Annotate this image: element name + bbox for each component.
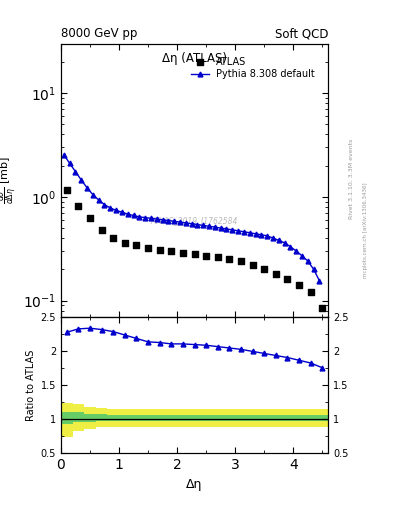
ATLAS: [156, 245, 163, 253]
ATLAS: [87, 214, 93, 222]
Text: ATLAS_2019_I1762584: ATLAS_2019_I1762584: [151, 217, 238, 225]
Text: Rivet 3.1.10, 3.3M events: Rivet 3.1.10, 3.3M events: [349, 139, 354, 219]
Text: mcplots.cern.ch [arXiv:1306.3436]: mcplots.cern.ch [arXiv:1306.3436]: [363, 183, 368, 278]
ATLAS: [110, 234, 116, 242]
Pythia 8.308 default: [317, 278, 322, 284]
ATLAS: [250, 261, 256, 269]
Pythia 8.308 default: [253, 231, 258, 237]
Legend: ATLAS, Pythia 8.308 default: ATLAS, Pythia 8.308 default: [188, 54, 318, 82]
Line: Pythia 8.308 default: Pythia 8.308 default: [61, 152, 322, 283]
Pythia 8.308 default: [61, 152, 66, 158]
ATLAS: [285, 275, 291, 284]
Pythia 8.308 default: [73, 168, 78, 175]
Pythia 8.308 default: [178, 219, 182, 225]
ATLAS: [296, 281, 302, 289]
Pythia 8.308 default: [154, 216, 159, 222]
Pythia 8.308 default: [230, 227, 235, 233]
Pythia 8.308 default: [172, 218, 176, 224]
Pythia 8.308 default: [271, 235, 275, 241]
Pythia 8.308 default: [85, 185, 90, 191]
ATLAS: [98, 226, 105, 234]
Pythia 8.308 default: [236, 228, 241, 234]
Pythia 8.308 default: [96, 197, 101, 203]
Pythia 8.308 default: [219, 225, 223, 231]
ATLAS: [145, 244, 151, 252]
Pythia 8.308 default: [189, 221, 194, 227]
ATLAS: [226, 255, 233, 263]
ATLAS: [191, 250, 198, 258]
ATLAS: [168, 247, 174, 255]
ATLAS: [238, 257, 244, 265]
Pythia 8.308 default: [213, 224, 217, 230]
Pythia 8.308 default: [265, 233, 270, 239]
Pythia 8.308 default: [90, 191, 95, 198]
ATLAS: [261, 265, 267, 273]
Pythia 8.308 default: [247, 230, 252, 236]
Pythia 8.308 default: [242, 229, 246, 235]
Pythia 8.308 default: [288, 244, 293, 250]
Pythia 8.308 default: [201, 222, 206, 228]
Pythia 8.308 default: [282, 240, 287, 246]
Pythia 8.308 default: [160, 217, 165, 223]
Pythia 8.308 default: [299, 253, 304, 259]
Pythia 8.308 default: [108, 205, 113, 211]
ATLAS: [215, 253, 221, 262]
Y-axis label: $\frac{d\sigma}{d\Delta\eta}$ [mb]: $\frac{d\sigma}{d\Delta\eta}$ [mb]: [0, 156, 20, 204]
Pythia 8.308 default: [276, 237, 281, 243]
Pythia 8.308 default: [294, 248, 299, 254]
Pythia 8.308 default: [114, 207, 118, 214]
ATLAS: [75, 202, 81, 210]
ATLAS: [273, 270, 279, 278]
Pythia 8.308 default: [125, 211, 130, 217]
Pythia 8.308 default: [305, 258, 310, 264]
ATLAS: [64, 186, 70, 195]
Pythia 8.308 default: [195, 222, 200, 228]
Pythia 8.308 default: [224, 226, 229, 232]
Text: Soft QCD: Soft QCD: [275, 28, 328, 40]
Text: Δη (ATLAS): Δη (ATLAS): [162, 52, 227, 65]
Pythia 8.308 default: [131, 212, 136, 219]
Text: 8000 GeV pp: 8000 GeV pp: [61, 28, 137, 40]
Pythia 8.308 default: [102, 202, 107, 208]
Pythia 8.308 default: [79, 177, 84, 183]
X-axis label: Δη: Δη: [186, 478, 203, 490]
Pythia 8.308 default: [119, 209, 124, 215]
Y-axis label: Ratio to ATLAS: Ratio to ATLAS: [26, 349, 37, 420]
Pythia 8.308 default: [137, 214, 142, 220]
Pythia 8.308 default: [149, 215, 153, 221]
ATLAS: [203, 252, 209, 260]
Pythia 8.308 default: [143, 215, 147, 221]
Pythia 8.308 default: [311, 266, 316, 272]
ATLAS: [133, 241, 140, 249]
ATLAS: [122, 239, 128, 247]
ATLAS: [319, 304, 325, 312]
ATLAS: [180, 248, 186, 257]
Pythia 8.308 default: [259, 232, 264, 238]
ATLAS: [308, 288, 314, 296]
Pythia 8.308 default: [166, 218, 171, 224]
Pythia 8.308 default: [207, 223, 211, 229]
Pythia 8.308 default: [67, 160, 72, 166]
Pythia 8.308 default: [184, 220, 188, 226]
